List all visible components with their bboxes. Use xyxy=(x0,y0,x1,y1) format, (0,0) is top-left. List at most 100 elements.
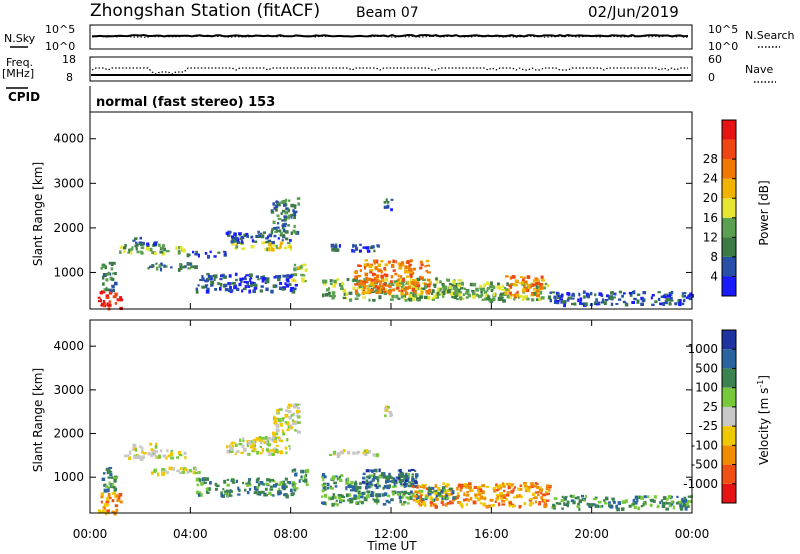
velocity-echo-region xyxy=(226,435,292,456)
velocity-echo-cell xyxy=(414,490,417,494)
power-echo-cell xyxy=(186,262,190,266)
velocity-echo-cell xyxy=(258,438,262,442)
power-echo-cell xyxy=(138,241,142,245)
power-echo-cell xyxy=(201,275,204,279)
power-echo-cell xyxy=(282,234,285,238)
power-echo-cell xyxy=(346,277,350,282)
power-echo-cell xyxy=(108,261,113,265)
power-echo-cell xyxy=(222,250,226,253)
power-echo-cell xyxy=(441,294,445,298)
velocity-echo-cell xyxy=(176,469,180,473)
velocity-echo-cell xyxy=(338,475,341,479)
power-echo-cell xyxy=(281,209,285,213)
power-echo-cell xyxy=(388,282,391,286)
power-echo-cell xyxy=(140,246,145,250)
power-echo-cell xyxy=(452,286,456,290)
velocity-echo-cell xyxy=(499,494,503,497)
velocity-echo-cell xyxy=(111,499,115,503)
power-colorbar-swatch xyxy=(722,159,736,179)
velocity-echo-cell xyxy=(407,492,411,496)
power-echo-cell xyxy=(456,292,459,296)
velocity-echo-cell xyxy=(170,456,174,460)
velocity-echo-cell xyxy=(400,471,404,475)
velocity-echo-cell xyxy=(100,492,104,496)
velocity-echo-cell xyxy=(563,502,566,506)
power-echo-region xyxy=(225,230,292,245)
velocity-echo-cell xyxy=(116,494,119,498)
power-echo-cell xyxy=(260,276,264,280)
power-echo-cell xyxy=(455,287,459,291)
velocity-echo-cell xyxy=(566,503,570,508)
velocity-echo-cell xyxy=(421,498,424,501)
power-echo-cell xyxy=(244,276,247,279)
power-echo-cell xyxy=(205,289,210,294)
power-echo-cell xyxy=(501,284,504,288)
power-echo-cell xyxy=(539,290,543,295)
velocity-echo-cell xyxy=(257,482,261,487)
power-echo-cell xyxy=(527,284,531,288)
power-echo-cell xyxy=(253,286,257,290)
velocity-echo-cell xyxy=(279,481,284,485)
velocity-echo-cell xyxy=(430,504,433,507)
power-echo-cell xyxy=(129,248,134,251)
velocity-echo-cell xyxy=(474,495,478,499)
power-echo-cell xyxy=(533,291,536,295)
velocity-echo-cell xyxy=(297,421,301,424)
power-echo-cell xyxy=(677,299,681,303)
power-echo-cell xyxy=(683,298,686,302)
velocity-echo-cell xyxy=(383,407,387,411)
velocity-echo-cell xyxy=(578,507,581,511)
velocity-echo-cell xyxy=(196,483,199,487)
power-echo-cell xyxy=(104,265,108,270)
power-echo-cell xyxy=(402,283,405,287)
power-echo-cell xyxy=(334,243,338,247)
power-echo-cell xyxy=(195,253,200,256)
velocity-echo-cell xyxy=(480,495,484,500)
power-echo-cell xyxy=(536,291,541,295)
velocity-echo-cell xyxy=(286,428,290,432)
power-echo-cell xyxy=(112,289,115,292)
velocity-echo-cell xyxy=(275,432,279,436)
velocity-echo-cell xyxy=(621,507,625,511)
velocity-echo-cell xyxy=(442,503,445,506)
velocity-echo-cell xyxy=(266,443,271,446)
power-echo-cell xyxy=(279,234,283,237)
power-echo-cell xyxy=(119,298,124,302)
velocity-colorbar-tick-label: -500 xyxy=(691,458,718,472)
power-echo-cell xyxy=(519,275,523,279)
velocity-echo-cell xyxy=(537,493,540,497)
velocity-echo-cell xyxy=(237,493,241,496)
power-echo-cell xyxy=(555,300,560,303)
power-echo-cell xyxy=(268,233,273,238)
power-echo-cell xyxy=(549,291,552,294)
power-echo-cell xyxy=(246,235,249,238)
velocity-echo-cell xyxy=(405,473,408,477)
power-echo-cell xyxy=(400,289,404,293)
velocity-echo-cell xyxy=(603,499,606,502)
velocity-echo-cell xyxy=(689,495,693,498)
power-echo-cell xyxy=(354,297,359,300)
power-echo-cell xyxy=(370,288,374,292)
velocity-echo-cell xyxy=(533,484,537,488)
velocity-echo-cell xyxy=(368,475,371,480)
power-echo-cell xyxy=(458,293,462,297)
power-echo-cell xyxy=(453,281,456,285)
velocity-echo-cell xyxy=(347,484,351,488)
power-echo-cell xyxy=(436,287,440,292)
power-echo-cell xyxy=(227,230,231,234)
velocity-ytick-label: 3000 xyxy=(53,383,84,397)
velocity-ytick-label: 1000 xyxy=(53,470,84,484)
power-echo-cell xyxy=(271,228,274,232)
velocity-echo-cell xyxy=(277,492,281,496)
velocity-echo-region xyxy=(329,449,379,458)
power-echo-cell xyxy=(105,296,110,299)
power-echo-cell xyxy=(685,296,690,299)
power-echo-cell xyxy=(108,291,112,294)
power-echo-cell xyxy=(230,240,234,244)
power-echo-cell xyxy=(285,283,290,288)
velocity-echo-cell xyxy=(407,481,412,484)
velocity-echo-cell xyxy=(412,492,415,496)
power-echo-cell xyxy=(511,275,516,279)
power-echo-cell xyxy=(106,302,109,307)
velocity-echo-cell xyxy=(268,452,272,456)
